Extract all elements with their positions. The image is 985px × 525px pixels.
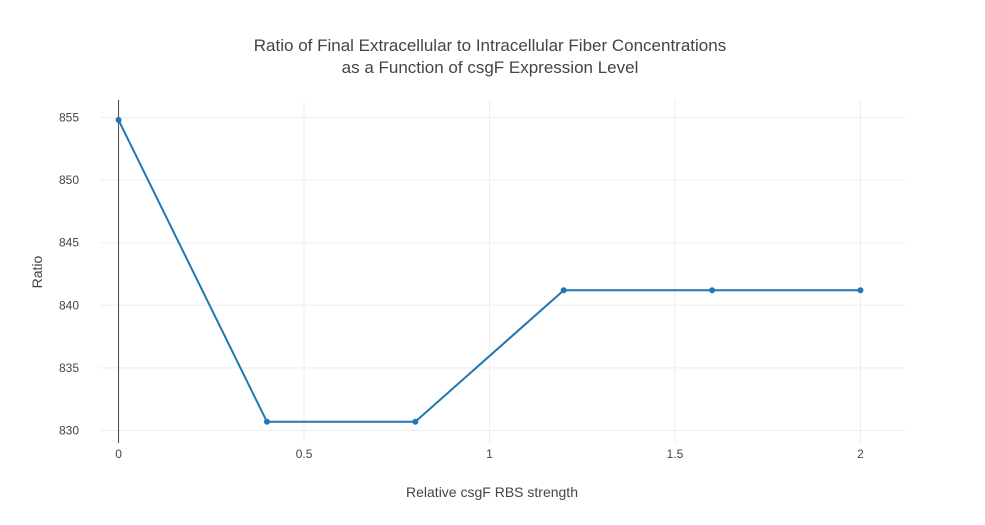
data-point[interactable] (560, 287, 567, 294)
series-line (117, 119, 861, 423)
y-tick-label: 830 (59, 423, 79, 437)
y-axis-title: Ratio (29, 255, 45, 288)
data-point[interactable] (857, 287, 864, 294)
y-tick-label: 850 (59, 173, 79, 187)
x-tick-label: 1 (486, 447, 493, 461)
y-tick-label: 840 (59, 298, 79, 312)
data-point[interactable] (709, 287, 716, 294)
axes: 0 0.5 1 1.5 2 830 835 840 845 850 855 (59, 100, 864, 461)
gridlines (100, 100, 905, 443)
x-tick-label: 0 (115, 447, 122, 461)
y-tick-label: 845 (59, 236, 79, 250)
y-tick-label: 855 (59, 111, 79, 125)
x-tick-label: 2 (857, 447, 864, 461)
data-point[interactable] (263, 418, 270, 425)
chart-title-line-1: Ratio of Final Extracellular to Intracel… (254, 36, 726, 55)
y-tick-label: 835 (59, 361, 79, 375)
x-axis-title: Relative csgF RBS strength (406, 484, 578, 500)
chart-title-line-2: as a Function of csgF Expression Level (342, 58, 639, 77)
data-point[interactable] (115, 117, 122, 124)
plot-area (115, 117, 864, 425)
x-tick-label: 1.5 (667, 447, 684, 461)
x-tick-label: 0.5 (296, 447, 313, 461)
data-point[interactable] (412, 418, 419, 425)
